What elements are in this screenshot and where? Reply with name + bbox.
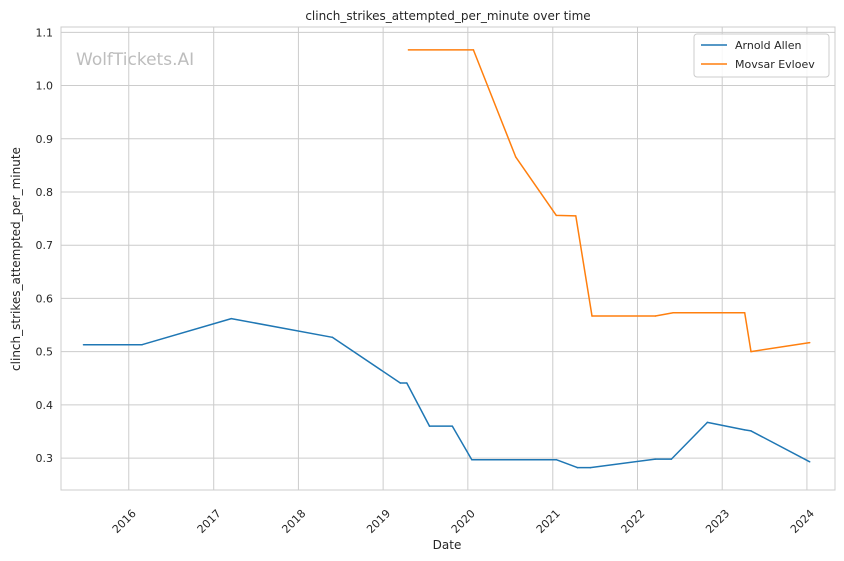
data-point-arnold-allen bbox=[471, 458, 473, 461]
data-point-arnold-allen bbox=[451, 425, 454, 427]
data-point-arnold-allen bbox=[555, 458, 558, 461]
legend-box bbox=[693, 33, 830, 78]
data-point-arnold-allen bbox=[406, 382, 408, 384]
data-point-arnold-allen bbox=[141, 343, 143, 346]
data-point-arnold-allen bbox=[428, 425, 431, 427]
data-point-arnold-allen bbox=[230, 317, 233, 320]
data-point-arnold-allen bbox=[331, 336, 334, 339]
legend-label-arnold-allen: Arnold Allen bbox=[735, 39, 801, 52]
data-point-movsar-evloev bbox=[514, 156, 517, 158]
y-tick-label: 0.8 bbox=[36, 186, 54, 199]
data-point-arnold-allen bbox=[750, 430, 752, 432]
legend: Arnold Allen Movsar Evloev bbox=[693, 33, 830, 78]
legend-label-movsar-evloev: Movsar Evloev bbox=[735, 58, 815, 71]
data-point-movsar-evloev bbox=[654, 315, 657, 317]
data-point-arnold-allen bbox=[589, 466, 592, 469]
data-point-movsar-evloev bbox=[407, 49, 410, 51]
watermark: WolfTickets.AI bbox=[76, 50, 194, 70]
data-point-arnold-allen bbox=[576, 466, 579, 469]
series-lines bbox=[82, 49, 811, 469]
y-axis-label: clinch_strikes_attempted_per_minute bbox=[9, 147, 23, 371]
y-tick-label: 0.4 bbox=[36, 399, 54, 412]
y-tick-label: 0.6 bbox=[36, 292, 54, 305]
y-tick-label: 1.1 bbox=[36, 26, 54, 39]
data-point-arnold-allen bbox=[706, 421, 709, 424]
series-line-arnold-allen bbox=[83, 317, 811, 469]
data-point-movsar-evloev bbox=[472, 49, 475, 51]
y-tick-label: 1.0 bbox=[36, 80, 54, 93]
data-point-movsar-evloev bbox=[591, 315, 593, 317]
data-point-arnold-allen bbox=[808, 461, 811, 463]
data-point-arnold-allen bbox=[82, 343, 85, 346]
data-point-movsar-evloev bbox=[743, 312, 746, 314]
data-point-movsar-evloev bbox=[808, 341, 811, 344]
plot-frame bbox=[60, 26, 836, 491]
y-tick-label: 0.9 bbox=[36, 133, 54, 146]
chart-title: clinch_strikes_attempted_per_minute over… bbox=[305, 9, 590, 23]
data-point-arnold-allen bbox=[654, 458, 657, 460]
data-point-movsar-evloev bbox=[555, 214, 558, 217]
y-tick-label: 0.5 bbox=[36, 346, 54, 359]
y-tick-label: 0.3 bbox=[36, 452, 54, 465]
data-point-arnold-allen bbox=[743, 429, 746, 431]
data-point-movsar-evloev bbox=[750, 350, 752, 353]
data-point-movsar-evloev bbox=[575, 215, 577, 217]
grid-lines bbox=[61, 27, 835, 490]
data-point-movsar-evloev bbox=[672, 312, 674, 314]
x-axis-label: Date bbox=[433, 538, 462, 552]
data-point-arnold-allen bbox=[670, 458, 673, 460]
y-tick-label: 0.7 bbox=[36, 239, 54, 252]
data-point-arnold-allen bbox=[399, 382, 402, 384]
